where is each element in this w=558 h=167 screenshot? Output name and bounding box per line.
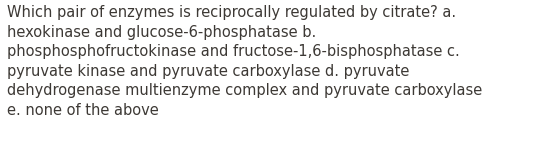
Text: Which pair of enzymes is reciprocally regulated by citrate? a.
hexokinase and gl: Which pair of enzymes is reciprocally re…	[7, 5, 482, 118]
